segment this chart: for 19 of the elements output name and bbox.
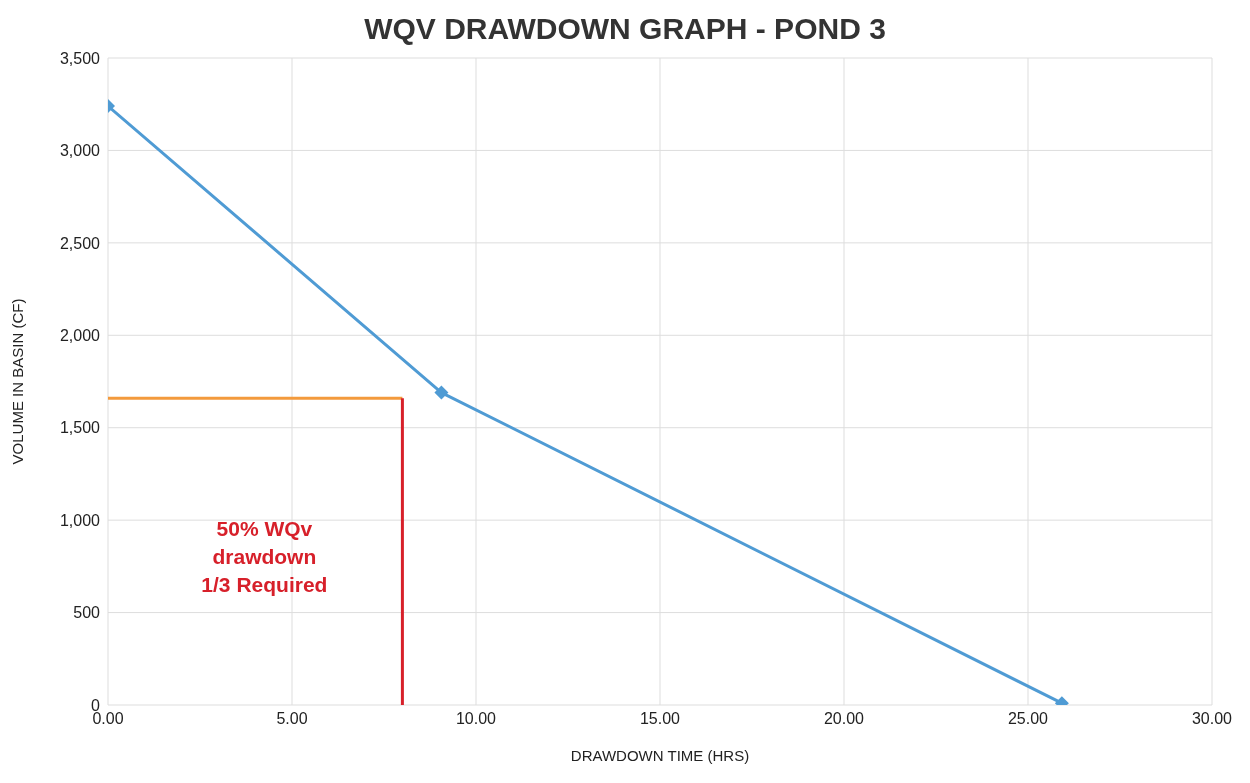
x-tick-label: 15.00 — [639, 710, 681, 728]
y-tick-label: 2,500 — [59, 234, 101, 252]
y-axis-title: VOLUME IN BASIN (CF) — [9, 298, 27, 465]
x-tick-label: 30.00 — [1191, 710, 1233, 728]
x-tick-label: 5.00 — [276, 710, 308, 728]
point — [434, 385, 449, 400]
x-tick-label: 0.00 — [92, 710, 124, 728]
y-tick-label: 3,000 — [59, 142, 101, 160]
annotation: 50% WQv drawdown 1/3 Required — [200, 516, 329, 598]
y-tick-label: 3,500 — [59, 49, 101, 67]
y-tick-label: 500 — [73, 604, 101, 622]
x-tick-label: 10.00 — [455, 710, 497, 728]
x-axis-title: DRAWDOWN TIME (HRS) — [570, 747, 750, 764]
y-tick-label: 2,000 — [59, 326, 101, 344]
x-tick-label: 25.00 — [1007, 710, 1049, 728]
chart-title: WQV DRAWDOWN GRAPH - POND 3 — [363, 12, 887, 46]
y-tick-label: 1,500 — [59, 419, 101, 437]
x-tick-label: 20.00 — [823, 710, 865, 728]
y-tick-label: 1,000 — [59, 511, 101, 529]
